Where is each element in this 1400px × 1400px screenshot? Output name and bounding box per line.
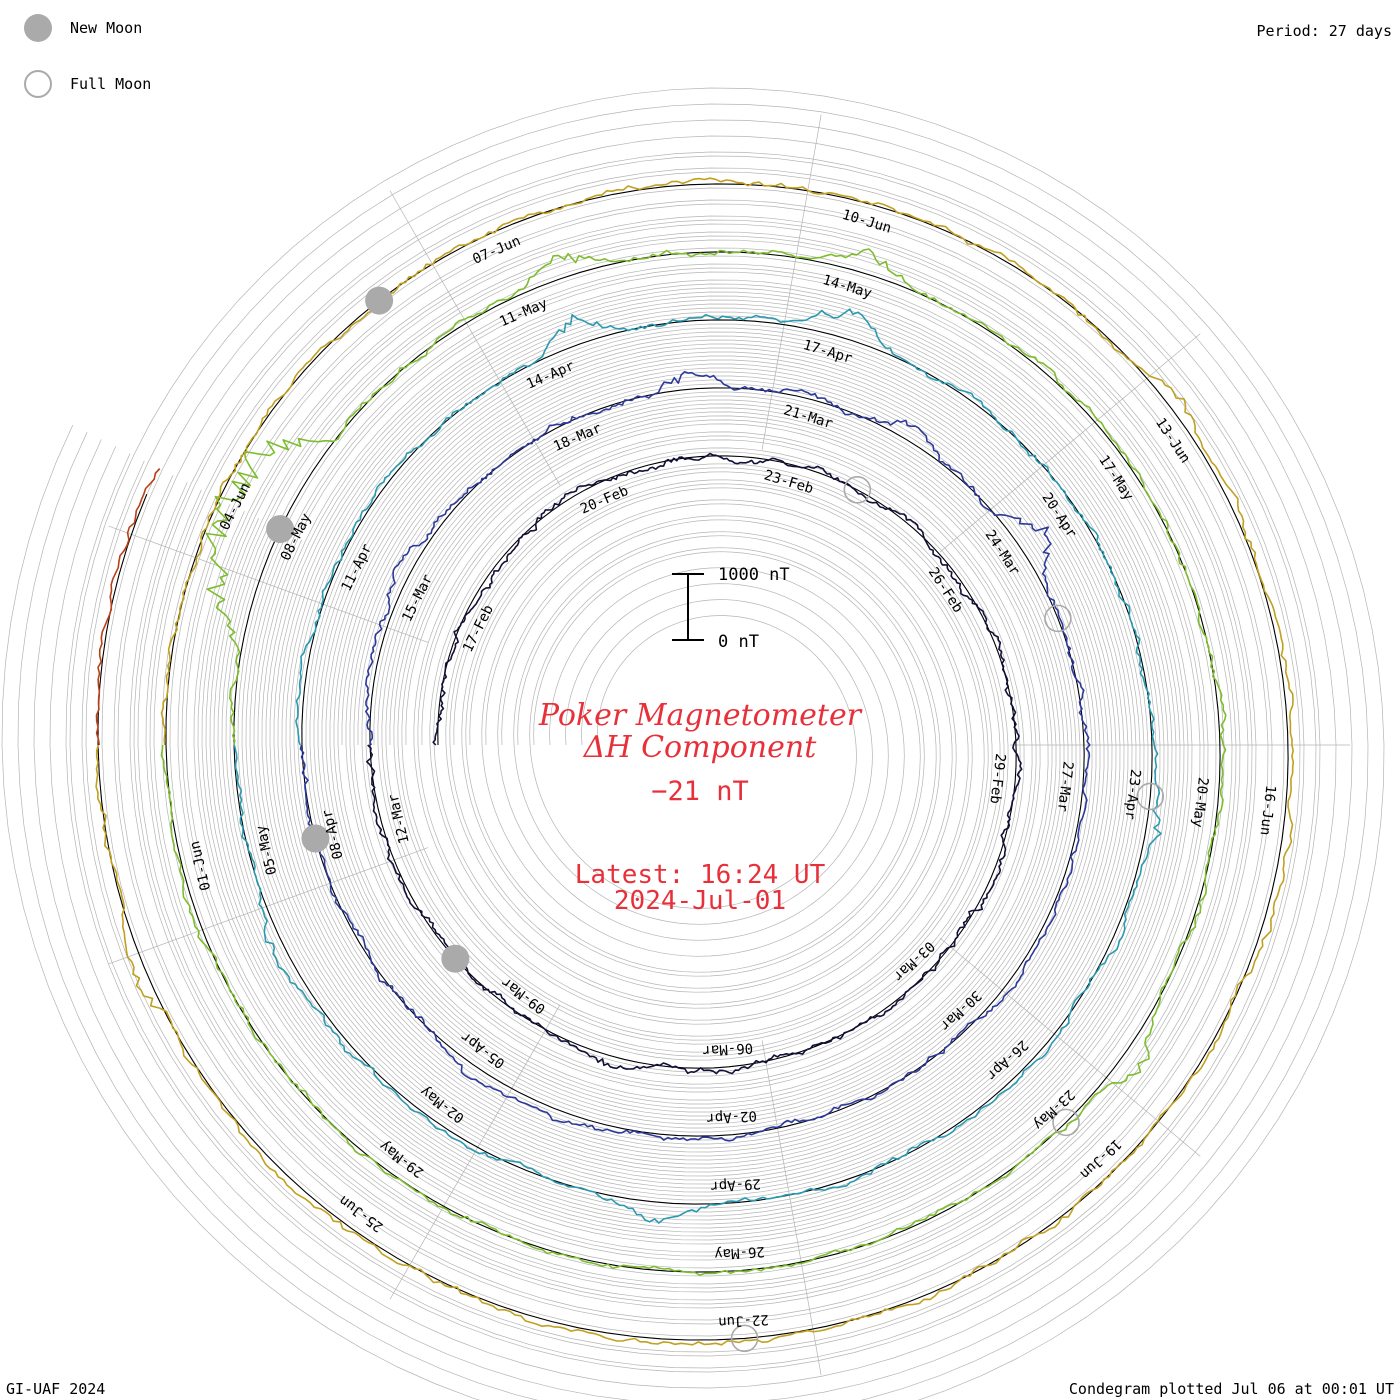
baseline-layer — [97, 183, 1289, 1341]
grid-ring — [209, 295, 1177, 1229]
trace-series-1 — [366, 452, 1023, 1075]
latest-block: Latest: 16:24 UT 2024-Jul-01 — [0, 862, 1400, 914]
grid-ring — [161, 247, 1225, 1277]
grid-spoke — [108, 847, 429, 965]
period-label: Period: 27 days — [1256, 22, 1392, 40]
trace-series-3 — [233, 308, 1162, 1224]
date-tick-label: 20-Feb — [578, 483, 631, 518]
chart-title: Poker Magnetometer ΔH Component — [0, 700, 1400, 764]
date-tick-label: 04-Jun — [217, 481, 254, 533]
grid-ring — [225, 311, 1161, 1213]
new-moon-marker — [365, 286, 394, 315]
date-tick-label: 16-Jun — [1257, 784, 1279, 836]
date-tick-label: 26-May — [714, 1243, 765, 1262]
date-tick-label: 10-Jun — [840, 207, 893, 237]
date-tick-label: 05-Apr — [458, 1028, 508, 1071]
grid-ring — [177, 263, 1209, 1261]
grid-ring — [129, 215, 1257, 1309]
grid-layer — [1, 87, 1385, 1400]
date-tick-label: 17-Feb — [460, 603, 497, 655]
latest-date: 2024-Jul-01 — [613, 886, 787, 916]
chart-title-line1: Poker Magnetometer — [538, 698, 862, 733]
grid-spoke — [939, 937, 1201, 1157]
full-moon-marker — [1052, 1108, 1080, 1137]
grid-spoke — [389, 190, 561, 486]
date-tick-label: 20-May — [1189, 776, 1211, 828]
grid-ring — [257, 343, 1129, 1181]
trace-layer — [95, 177, 1295, 1346]
grid-ring — [49, 135, 1337, 1389]
date-tick-label: 03-Mar — [890, 938, 938, 984]
scale-bar-top-label: 1000 nT — [718, 565, 790, 585]
grid-ring — [193, 279, 1193, 1245]
date-tick-label: 19-Jun — [1076, 1136, 1124, 1182]
baseline-spiral — [97, 183, 1289, 1341]
grid-ring — [145, 231, 1241, 1293]
date-tick-label: 30-Mar — [936, 987, 984, 1033]
date-tick-label: 11-May — [497, 296, 550, 331]
scale-bar: 1000 nT 0 nT — [672, 565, 790, 652]
date-tick-label: 26-Apr — [983, 1037, 1031, 1083]
trace-series-5 — [95, 177, 1295, 1346]
date-tick-label: 09-Mar — [499, 974, 549, 1017]
date-tick-label: 29-Feb — [986, 753, 1008, 805]
grid-spoke — [761, 114, 822, 450]
legend-new-moon: New Moon — [24, 10, 142, 46]
legend-full-moon-label: Full Moon — [70, 75, 152, 93]
date-tick-label: 22-Jun — [718, 1311, 769, 1330]
current-value: −21 nT — [651, 776, 749, 807]
date-tick-label: 18-Mar — [551, 420, 604, 455]
grid-spoke — [108, 525, 429, 643]
moon-layer — [266, 286, 1165, 1353]
grid-ring — [241, 327, 1145, 1197]
trace-series-4 — [160, 248, 1227, 1276]
latest-time: Latest: 16:24 UT — [574, 860, 826, 890]
full-moon-marker — [730, 1324, 759, 1353]
date-tick-label: 27-Mar — [1054, 760, 1076, 812]
date-tick-label: 23-Apr — [1121, 768, 1143, 820]
date-tick-label: 06-Mar — [702, 1039, 753, 1058]
grid-spoke — [939, 333, 1201, 553]
date-tick-label: 14-Apr — [524, 358, 577, 393]
full-moon-marker — [1044, 604, 1072, 633]
plotted-label: Condegram plotted Jul 06 at 00:01 UT — [1068, 1380, 1394, 1398]
new-moon-marker — [266, 515, 295, 544]
chart-title-line2: ΔH Component — [583, 730, 817, 765]
date-tick-label: 29-Apr — [710, 1175, 761, 1194]
grid-spoke — [761, 1040, 822, 1376]
legend-full-moon: Full Moon — [24, 66, 151, 102]
credit-label: GI-UAF 2024 — [6, 1380, 106, 1398]
grid-ring — [33, 119, 1353, 1400]
grid-ring — [1, 87, 1385, 1400]
grid-ring — [81, 167, 1305, 1357]
date-tick-label: 15-Mar — [399, 572, 436, 624]
grid-ring — [113, 199, 1273, 1325]
new-moon-marker — [301, 824, 330, 853]
grid-ring — [65, 151, 1321, 1373]
date-label-layer: 17-Feb20-Feb23-Feb26-Feb29-Feb03-Mar06-M… — [187, 207, 1278, 1330]
trace-series-6 — [95, 468, 161, 746]
full-moon-marker — [1136, 782, 1165, 811]
legend-new-moon-label: New Moon — [70, 19, 143, 37]
trace-series-2 — [299, 370, 1091, 1142]
new-moon-icon — [24, 14, 52, 42]
scale-bar-bottom-label: 0 nT — [718, 632, 759, 652]
full-moon-icon — [24, 70, 52, 98]
new-moon-marker — [441, 944, 470, 973]
date-tick-label: 02-Apr — [706, 1107, 757, 1126]
full-moon-marker — [843, 476, 872, 504]
